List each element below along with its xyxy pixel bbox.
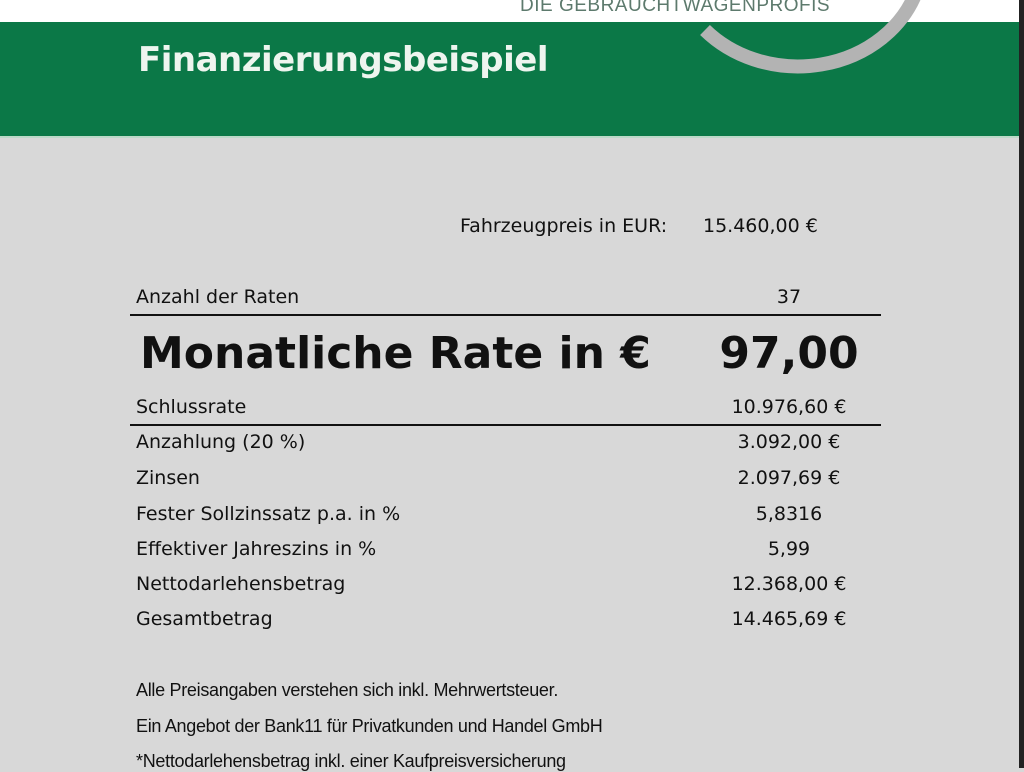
right-border [1019, 0, 1024, 768]
interest-label: Zinsen [136, 467, 200, 489]
vehicle-price-label: Fahrzeugpreis in EUR: [460, 215, 668, 237]
divider [130, 424, 881, 426]
footer-note: Ein Angebot der Bank11 für Privatkunden … [136, 716, 603, 736]
footer-note: *Nettodarlehensbetrag inkl. einer Kaufpr… [136, 751, 566, 771]
effective-rate-value: 5,99 [767, 538, 811, 560]
final-rate-label: Schlussrate [136, 396, 247, 418]
down-payment-value: 3.092,00 € [737, 431, 841, 453]
fixed-rate-label: Fester Sollzinssatz p.a. in % [136, 503, 401, 525]
net-loan-value: 12.368,00 € [731, 573, 847, 595]
interest-value: 2.097,69 € [737, 467, 841, 489]
total-label: Gesamtbetrag [136, 608, 273, 630]
logo-text: DIE GEBRAUCHTWAGENPROFIS [520, 0, 831, 16]
page-title: Finanzierungsbeispiel [138, 40, 548, 80]
installments-value: 37 [776, 286, 802, 308]
divider [130, 314, 881, 316]
installments-label: Anzahl der Raten [136, 286, 300, 308]
monthly-rate-value: 97,00 [719, 328, 859, 379]
monthly-rate-label: Monatliche Rate in € [140, 328, 651, 379]
final-rate-value: 10.976,60 € [731, 396, 847, 418]
vehicle-price-value: 15.460,00 € [703, 215, 818, 237]
effective-rate-label: Effektiver Jahreszins in % [136, 538, 377, 560]
footer-note: Alle Preisangaben verstehen sich inkl. M… [136, 680, 559, 700]
total-value: 14.465,69 € [731, 608, 847, 630]
net-loan-label: Nettodarlehensbetrag [136, 573, 346, 595]
down-payment-label: Anzahlung (20 %) [136, 431, 306, 453]
fixed-rate-value: 5,8316 [755, 503, 823, 525]
logo-strip [0, 0, 1020, 22]
